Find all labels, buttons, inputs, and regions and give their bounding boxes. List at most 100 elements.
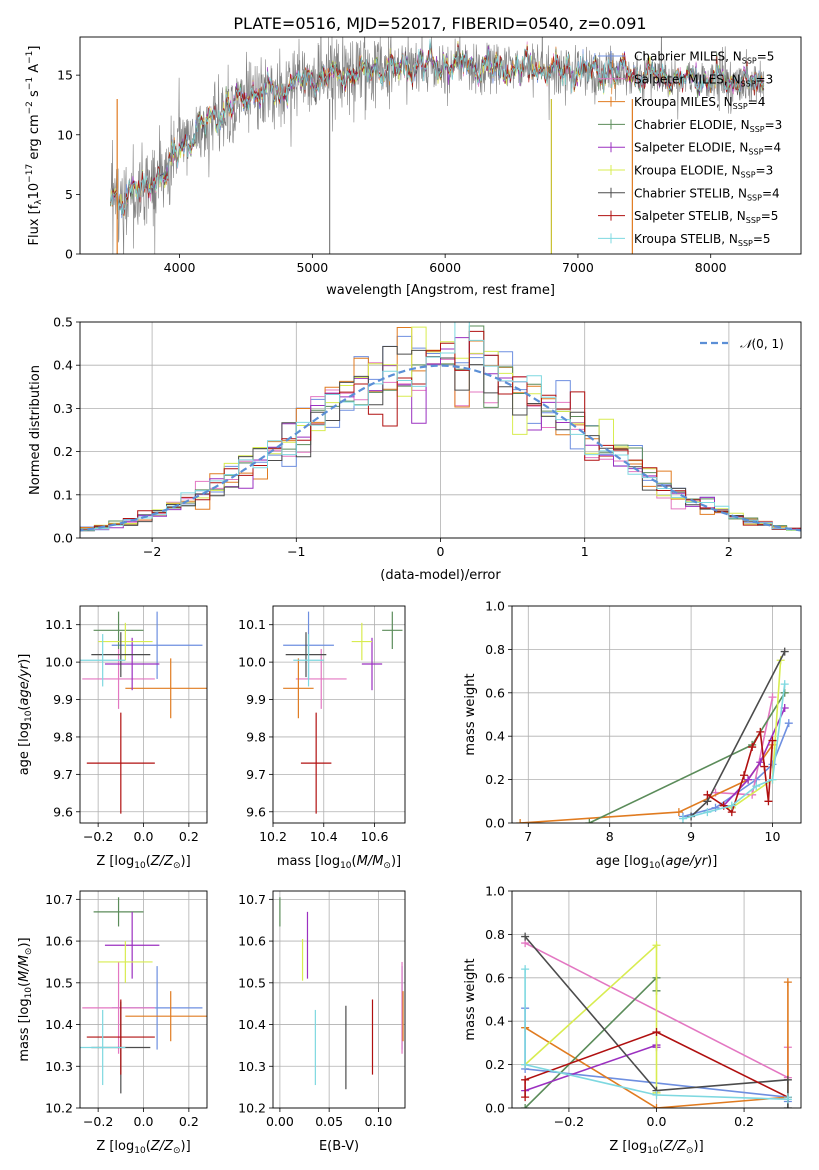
weight-line xyxy=(520,744,774,823)
label-part: Chabrier ELODIE, N xyxy=(634,118,750,132)
x-tick-label: 1 xyxy=(581,544,589,559)
label-subscript: ⊙ xyxy=(173,861,181,871)
x-tick-label: 10 xyxy=(765,829,781,844)
legend-label: Chabrier MILES, NSSP=5 xyxy=(634,50,774,66)
weight-marker xyxy=(727,801,736,810)
label-part: Z/Z xyxy=(150,854,174,869)
label-subscript: −1 xyxy=(25,77,35,90)
x-tick-label: −0.2 xyxy=(83,1114,113,1129)
axes-residuals: −2 −1 0 1 2 0.0 0.1 0.2 0.3 0.4 0.5 xyxy=(53,315,801,559)
weight-marker xyxy=(703,790,712,799)
legend-label: Salpeter STELIB, NSSP=5 xyxy=(634,209,778,225)
x-tick-label: 10.4 xyxy=(310,829,338,844)
x-axis-label: age [log10(age/yr)] xyxy=(596,854,718,871)
label-part: )] xyxy=(181,854,191,869)
legend-label: Kroupa ELODIE, NSSP=3 xyxy=(634,164,773,180)
weight-marker xyxy=(752,782,761,791)
x-axis-label: Z [log10(Z/Z⊙)] xyxy=(96,854,190,871)
axes-age_vs_mass: 10.2 10.4 10.6 9.6 9.7 9.8 9.9 10.0 10.1 xyxy=(238,606,405,844)
label-part: )] xyxy=(17,937,32,947)
spectrum-plot xyxy=(110,37,765,254)
weight-marker xyxy=(744,775,753,784)
y-tick-label: 9.9 xyxy=(246,692,266,707)
weight-marker xyxy=(652,941,661,950)
x-tick-label: 2 xyxy=(725,544,733,559)
axes-mass_weight_vs_age: 7 8 9 10 0.0 0.2 0.4 0.6 0.8 1.0 xyxy=(485,599,801,844)
y-tick-label: 10.3 xyxy=(238,1059,266,1074)
label-part: ( xyxy=(146,1139,151,1154)
weight-marker xyxy=(783,1093,792,1102)
label-part: ( xyxy=(352,854,357,869)
weight-marker xyxy=(768,775,777,784)
label-subscript: ⊙ xyxy=(173,1146,181,1156)
residuals-plot xyxy=(80,322,801,533)
weight-line xyxy=(723,707,786,807)
label-part: age [log xyxy=(17,722,32,775)
y-tick-label: 9.8 xyxy=(246,729,266,744)
y-tick-label: 10.5 xyxy=(238,975,266,990)
y-tick-label: 10.0 xyxy=(238,655,266,670)
x-tick-label: 0.0 xyxy=(134,829,154,844)
label-subscript: SSP xyxy=(741,79,756,88)
legend-label: Kroupa STELIB, NSSP=5 xyxy=(634,232,771,248)
label-part: Chabrier MILES, N xyxy=(634,50,742,64)
label-part: Z [log xyxy=(96,854,134,869)
label-part: erg cm xyxy=(27,114,42,163)
label-subscript: −1 xyxy=(25,51,35,64)
weight-marker xyxy=(764,797,773,806)
label-part: Salpeter STELIB, N xyxy=(634,209,746,223)
y-tick-label: 5 xyxy=(65,187,73,202)
weight-marker xyxy=(521,1104,530,1108)
x-tick-label: 0 xyxy=(437,544,445,559)
spectrum-model-line xyxy=(110,38,765,215)
weight-line xyxy=(524,1031,789,1098)
y-axis-label: mass [log10(M/M⊙)] xyxy=(17,937,34,1061)
axes-frame xyxy=(272,605,406,824)
weight-line xyxy=(524,975,658,1108)
y-tick-label: 1.0 xyxy=(485,884,505,899)
y-tick-label: 0 xyxy=(65,247,73,262)
weight-marker xyxy=(652,1090,661,1099)
legend-label: Salpeter MILES, NSSP=3 xyxy=(634,72,773,88)
label-part: ( xyxy=(146,854,151,869)
label-part: =3 xyxy=(765,118,783,132)
label-part: Z [log xyxy=(609,1139,647,1154)
label-part: s xyxy=(27,90,42,101)
label-part: Chabrier STELIB, N xyxy=(634,186,747,200)
label-part: Z/Z xyxy=(663,1139,687,1154)
x-tick-label: 0.10 xyxy=(364,1114,392,1129)
x-tick-label: −0.2 xyxy=(83,829,113,844)
y-tick-label: 9.6 xyxy=(53,804,73,819)
label-subscript: −2 xyxy=(25,101,35,114)
label-part: A xyxy=(27,64,42,77)
x-axis-label: (data-model)/error xyxy=(380,568,501,583)
label-part: )] xyxy=(391,854,401,869)
x-tick-label: −2 xyxy=(143,544,161,559)
label-part: Z/Z xyxy=(150,1139,174,1154)
label-part: Kroupa ELODIE, N xyxy=(634,164,741,178)
y-axis-label: age [log10(age/yr)] xyxy=(17,654,34,776)
label-subscript: ⊙ xyxy=(24,948,34,956)
y-tick-label: 9.7 xyxy=(53,767,73,782)
x-axis-label: mass [log10(M/M⊙)] xyxy=(277,854,401,871)
y-tick-label: 10.7 xyxy=(45,892,73,907)
y-tick-label: 0.8 xyxy=(485,927,505,942)
y-tick-label: 0.6 xyxy=(485,970,505,985)
y-tick-label: 0.0 xyxy=(485,1101,505,1116)
weight-marker xyxy=(768,736,777,745)
x-tick-label: 5000 xyxy=(296,260,328,275)
label-part: age [log xyxy=(596,854,649,869)
axes-frame xyxy=(511,890,802,1109)
y-tick-label: 10.5 xyxy=(45,975,73,990)
x-axis-label: Z [log10(Z/Z⊙)] xyxy=(96,1139,190,1156)
label-part: 10 xyxy=(27,183,42,200)
y-tick-label: 10.3 xyxy=(45,1059,73,1074)
axes-mass_vs_ebv: 0.00 0.05 0.10 10.2 10.3 10.4 10.5 10.6 10.7 xyxy=(238,891,405,1129)
weight-marker xyxy=(521,1093,530,1102)
weight-marker xyxy=(756,727,765,736)
label-part: )] xyxy=(694,1139,704,1154)
y-tick-label: 10 xyxy=(57,127,73,142)
label-subscript: SSP xyxy=(748,148,763,157)
axes-frame xyxy=(79,605,208,824)
